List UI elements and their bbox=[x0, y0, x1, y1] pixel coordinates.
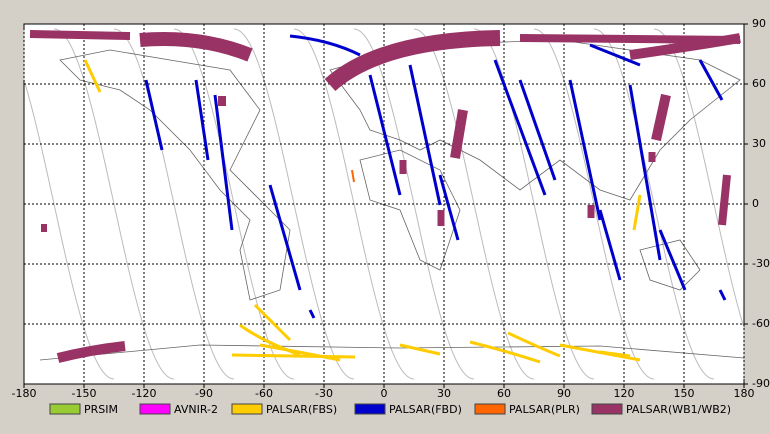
y-tick-label: 90 bbox=[752, 17, 766, 30]
coastlines bbox=[39, 39, 745, 361]
legend-swatch bbox=[591, 403, 623, 415]
y-tick-label: 0 bbox=[752, 197, 759, 210]
legend-label: PALSAR(PLR) bbox=[509, 403, 580, 416]
x-tick-label: 30 bbox=[437, 387, 451, 400]
legend-swatch bbox=[139, 403, 171, 415]
legend-label: PALSAR(FBD) bbox=[389, 403, 462, 416]
x-tick-label: 0 bbox=[381, 387, 388, 400]
x-tick-label: -120 bbox=[132, 387, 157, 400]
axes: -180 -150 -120 -90 -60 -30 0 30 60 90 120 150 180-90… bbox=[12, 17, 770, 400]
legend-swatch bbox=[474, 403, 506, 415]
y-tick-label: 30 bbox=[752, 137, 766, 150]
swaths bbox=[29, 30, 741, 364]
y-tick-label: -90 bbox=[752, 377, 770, 390]
legend-swatch bbox=[49, 403, 81, 415]
x-tick-label: 90 bbox=[557, 387, 571, 400]
x-tick-label: -30 bbox=[315, 387, 333, 400]
legend-label: AVNIR-2 bbox=[174, 403, 218, 416]
x-tick-label: -180 bbox=[12, 387, 37, 400]
y-tick-label: -60 bbox=[752, 317, 770, 330]
y-tick-label: 60 bbox=[752, 77, 766, 90]
y-tick-label: -30 bbox=[752, 257, 770, 270]
x-tick-label: -90 bbox=[195, 387, 213, 400]
x-tick-label: 150 bbox=[674, 387, 695, 400]
legend-label: PRSIM bbox=[84, 403, 118, 416]
x-tick-label: 180 bbox=[734, 387, 755, 400]
legend-swatch bbox=[354, 403, 386, 415]
x-tick-label: -150 bbox=[72, 387, 97, 400]
legend-label: PALSAR(WB1/WB2) bbox=[626, 403, 731, 416]
x-tick-label: 120 bbox=[614, 387, 635, 400]
x-tick-label: -60 bbox=[255, 387, 273, 400]
legend-swatch bbox=[231, 403, 263, 415]
legend-label: PALSAR(FBS) bbox=[266, 403, 337, 416]
legend: PRSIM AVNIR-2 PALSAR(FBS) PALSAR(FBD) PALSAR… bbox=[49, 403, 731, 416]
x-tick-label: 60 bbox=[497, 387, 511, 400]
grid bbox=[23, 23, 745, 385]
